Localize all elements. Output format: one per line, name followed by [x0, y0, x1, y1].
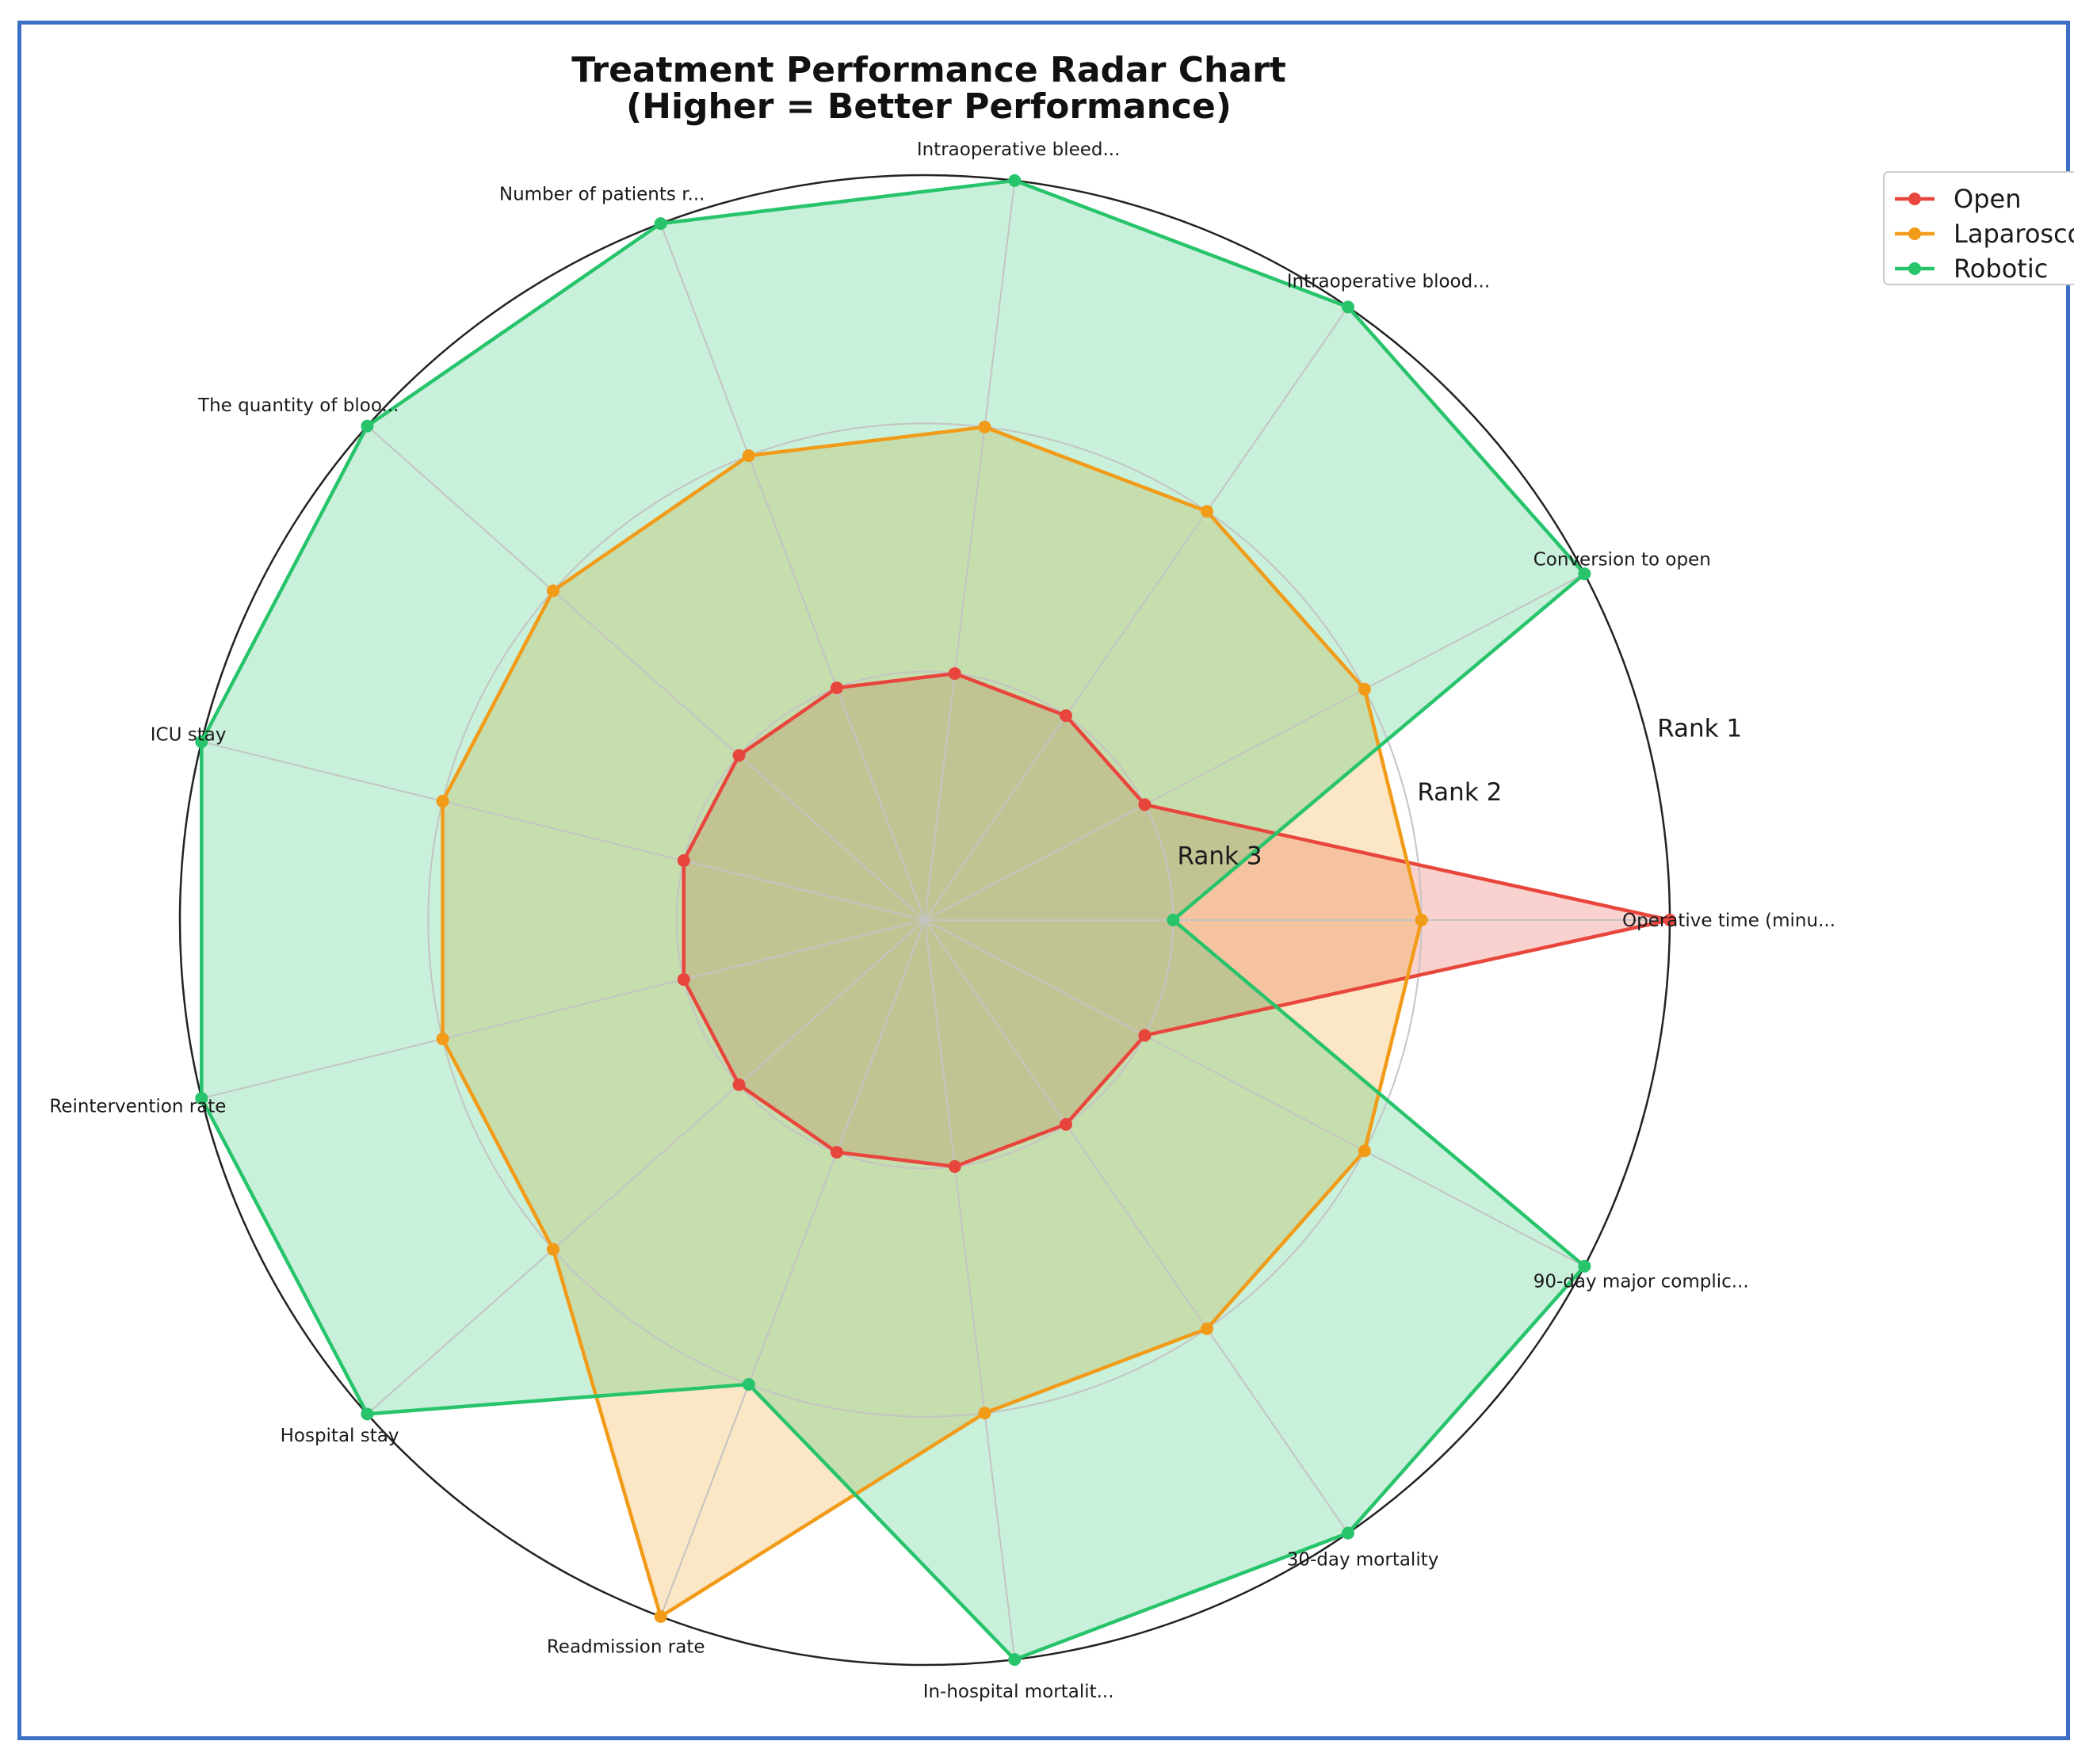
grid-spoke [924, 306, 1349, 921]
chart-frame: Operative time (minu... Conversion to ope… [17, 21, 2074, 1740]
data-point-laparoscopic [436, 1032, 449, 1045]
radial-tick-label: Rank 2 [1417, 778, 1502, 807]
data-point-robotic [654, 217, 667, 231]
grid-spoke [366, 919, 926, 1415]
data-point-open [1138, 1029, 1152, 1042]
axis-label: Readmission rate [547, 1636, 705, 1657]
axis-label: Intraoperative bleed... [917, 139, 1121, 160]
data-point-robotic [361, 419, 374, 433]
legend-marker-robotic [1908, 262, 1921, 275]
data-point-open [830, 1145, 843, 1159]
data-point-robotic [1341, 1526, 1354, 1540]
data-point-laparoscopic [546, 584, 560, 598]
legend-label-robotic: Robotic [1954, 254, 2048, 284]
grid-spoke [659, 919, 926, 1617]
radial-tick-label: Rank 1 [1657, 714, 1742, 743]
data-point-laparoscopic [546, 1243, 560, 1256]
data-point-laparoscopic [1415, 914, 1428, 926]
grid-spoke [924, 919, 1349, 1534]
data-point-laparoscopic [1200, 505, 1213, 518]
data-point-laparoscopic [742, 449, 755, 463]
axis-label: The quantity of bloo... [197, 395, 399, 416]
data-point-robotic [195, 1091, 208, 1105]
data-point-robotic [1008, 174, 1022, 187]
data-point-open [732, 1078, 746, 1091]
legend-label-open: Open [1954, 184, 2021, 214]
data-point-laparoscopic [436, 795, 449, 808]
axis-label: 90-day major complic... [1533, 1271, 1749, 1292]
axis-label: ICU stay [151, 724, 227, 745]
legend-marker-laparoscopic [1908, 227, 1921, 240]
data-point-laparoscopic [1200, 1322, 1213, 1335]
data-point-laparoscopic [1358, 682, 1371, 696]
radar-chart: Operative time (minu... Conversion to ope… [49, 50, 2074, 1702]
grid-spoke [366, 425, 926, 921]
data-point-open [732, 749, 746, 762]
axis-label: Conversion to open [1533, 550, 1711, 571]
data-point-robotic [1578, 567, 1591, 581]
legend: Open Laparosco Robotic [1883, 171, 2074, 285]
series-area-laparoscopic [442, 426, 1422, 1617]
data-point-robotic [1341, 300, 1354, 314]
axis-label: Intraoperative blood... [1287, 271, 1490, 292]
axis-label: Reintervention rate [49, 1097, 226, 1117]
legend-marker-open [1908, 193, 1921, 205]
grid-spoke [924, 919, 1585, 1267]
grid-spoke [924, 180, 1016, 921]
data-point-robotic [1167, 914, 1180, 926]
grid-spoke [924, 573, 1585, 921]
data-point-open [1059, 709, 1072, 723]
grid-spoke [201, 741, 926, 921]
data-point-robotic [1578, 1259, 1591, 1273]
axis-label: Hospital stay [281, 1426, 399, 1446]
axis-label: 30-day mortality [1287, 1550, 1439, 1571]
data-point-open [1663, 914, 1676, 926]
data-point-robotic [1008, 1653, 1022, 1667]
axis-label: In-hospital mortalit... [923, 1682, 1114, 1702]
data-point-laparoscopic [654, 1609, 667, 1623]
axis-label: Number of patients r... [499, 185, 705, 205]
legend-label-laparoscopic: Laparosco [1954, 219, 2074, 249]
series-line-robotic [200, 178, 1587, 1662]
grid-spoke [659, 223, 926, 921]
chart-subtitle: (Higher = Better Performance) [626, 86, 1232, 127]
radial-tick-label: Rank 3 [1178, 842, 1262, 870]
chart-title: Treatment Performance Radar Chart [571, 50, 1286, 90]
grid-spoke [201, 919, 926, 1099]
data-point-open [830, 682, 843, 695]
data-point-robotic [195, 735, 208, 749]
data-point-robotic [742, 1377, 755, 1391]
series-line-laparoscopic [441, 425, 1423, 1620]
data-point-open [948, 666, 961, 680]
data-point-open [1059, 1117, 1072, 1131]
data-point-laparoscopic [1358, 1144, 1371, 1158]
data-point-laparoscopic [978, 1407, 991, 1420]
data-point-open [1138, 798, 1152, 811]
data-point-open [948, 1160, 961, 1174]
data-point-laparoscopic [978, 420, 991, 433]
axis-label: Operative time (minu... [1622, 911, 1835, 931]
series-line-open [682, 671, 1671, 1169]
data-point-open [677, 854, 690, 868]
series-area-robotic [201, 180, 1585, 1660]
grid-spoke [924, 919, 1016, 1660]
data-point-open [677, 972, 690, 986]
data-point-robotic [361, 1407, 374, 1421]
